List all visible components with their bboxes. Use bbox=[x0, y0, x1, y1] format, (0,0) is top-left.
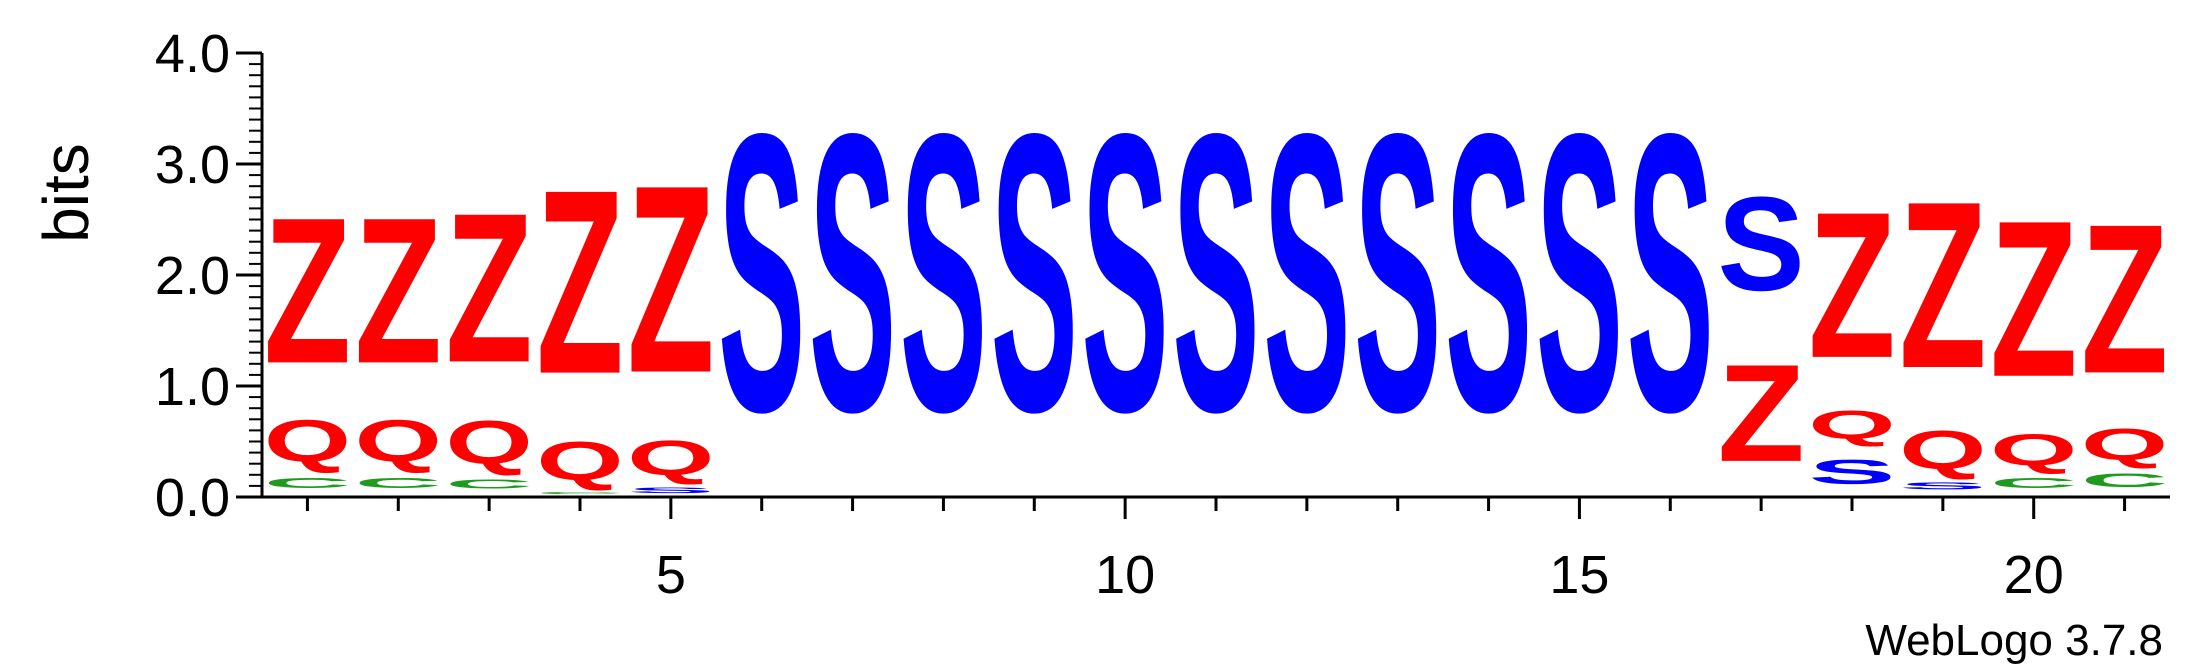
logo-letter-C: C bbox=[536, 491, 623, 494]
logo-letter-S: S bbox=[1263, 51, 1350, 494]
logo-column-5: SQZ bbox=[627, 131, 714, 495]
logo-column-2: CQZ bbox=[355, 173, 442, 491]
y-axis: 0.0 1.0 2.0 3.0 4.0 bbox=[155, 24, 264, 528]
logo-column-16: S bbox=[1627, 51, 1714, 494]
logo-letter-C: C bbox=[264, 475, 351, 492]
logo-letter-S: S bbox=[1536, 51, 1623, 494]
logo-column-7: S bbox=[809, 51, 896, 494]
x-tick-label: 5 bbox=[656, 545, 686, 605]
logo-letter-Q: Q bbox=[627, 431, 714, 486]
logo-letter-Z: Z bbox=[627, 131, 714, 429]
logo-letter-Z: Z bbox=[2081, 181, 2168, 418]
logo-letter-Q: Q bbox=[1808, 402, 1895, 446]
logo-letter-S: S bbox=[1082, 51, 1169, 494]
logo-letter-Z: Z bbox=[1899, 151, 1986, 418]
logo-column-12: S bbox=[1263, 51, 1350, 494]
logo-letter-Z: Z bbox=[1990, 175, 2077, 424]
logo-column-19: SQZ bbox=[1899, 151, 1986, 491]
logo-letter-S: S bbox=[900, 51, 987, 494]
x-axis: 5 10 15 20 bbox=[262, 495, 2170, 605]
logo-column-18: SQZ bbox=[1808, 168, 1895, 491]
logo-column-21: CQZ bbox=[2081, 181, 2168, 492]
logo-column-15: S bbox=[1536, 51, 1623, 494]
logo-column-14: S bbox=[1445, 51, 1532, 494]
logo-column-20: CQZ bbox=[1990, 175, 2077, 492]
logo-column-1: CQZ bbox=[264, 173, 351, 491]
logo-letter-C: C bbox=[446, 477, 533, 491]
logo-letter-Z: Z bbox=[1808, 168, 1895, 401]
logo-column-3: CQZ bbox=[446, 170, 533, 492]
logo-column-13: S bbox=[1354, 51, 1441, 494]
logo-column-4: CQZ bbox=[536, 135, 623, 494]
logo-letter-S: S bbox=[1808, 453, 1895, 492]
logo-letter-Q: Q bbox=[446, 408, 533, 477]
logo-letter-S: S bbox=[1627, 51, 1714, 494]
logo-letter-Q: Q bbox=[536, 430, 623, 491]
logo-column-6: S bbox=[718, 51, 805, 494]
logo-column-11: S bbox=[1172, 51, 1259, 494]
x-tick-label: 15 bbox=[1549, 545, 1609, 605]
logo-letter-Q: Q bbox=[355, 409, 442, 475]
y-tick-label: 0.0 bbox=[155, 468, 230, 528]
logo-letter-S: S bbox=[718, 51, 805, 494]
logo-letter-C: C bbox=[355, 475, 442, 492]
logo-letter-Q: Q bbox=[1899, 419, 1986, 480]
logo-letter-Z: Z bbox=[1718, 336, 1805, 491]
weblogo-credit: WebLogo 3.7.8 bbox=[1865, 616, 2163, 665]
y-tick-label: 3.0 bbox=[155, 135, 230, 195]
logo-letter-Q: Q bbox=[2081, 420, 2168, 470]
y-tick-label: 4.0 bbox=[155, 24, 230, 84]
logo-letter-S: S bbox=[1899, 480, 1986, 491]
logo-column-9: S bbox=[991, 51, 1078, 494]
logo-column-10: S bbox=[1082, 51, 1169, 494]
logo-letter-S: S bbox=[991, 51, 1078, 494]
logo-letter-C: C bbox=[1990, 475, 2077, 492]
logo-letter-S: S bbox=[1718, 170, 1805, 320]
x-tick-label: 20 bbox=[2004, 545, 2064, 605]
y-tick-label: 1.0 bbox=[155, 357, 230, 417]
logo-letter-S: S bbox=[627, 486, 714, 495]
logo-column-17: ZS bbox=[1718, 170, 1805, 491]
logo-letter-C: C bbox=[2081, 469, 2168, 491]
x-tick-label: 10 bbox=[1095, 545, 1155, 605]
logo-letter-Z: Z bbox=[446, 170, 533, 407]
logo-letter-Q: Q bbox=[264, 409, 351, 475]
logo-letter-S: S bbox=[809, 51, 896, 494]
logo-letter-S: S bbox=[1445, 51, 1532, 494]
logo-letter-Q: Q bbox=[1990, 425, 2077, 475]
logo-column-8: S bbox=[900, 51, 987, 494]
logo-letter-Z: Z bbox=[536, 135, 623, 428]
logo-letter-Z: Z bbox=[355, 173, 442, 406]
y-tick-label: 2.0 bbox=[155, 246, 230, 306]
logo-letter-S: S bbox=[1172, 51, 1259, 494]
logo-letter-Z: Z bbox=[264, 173, 351, 406]
y-axis-label: bits bbox=[30, 143, 102, 243]
logo-letter-S: S bbox=[1354, 51, 1441, 494]
